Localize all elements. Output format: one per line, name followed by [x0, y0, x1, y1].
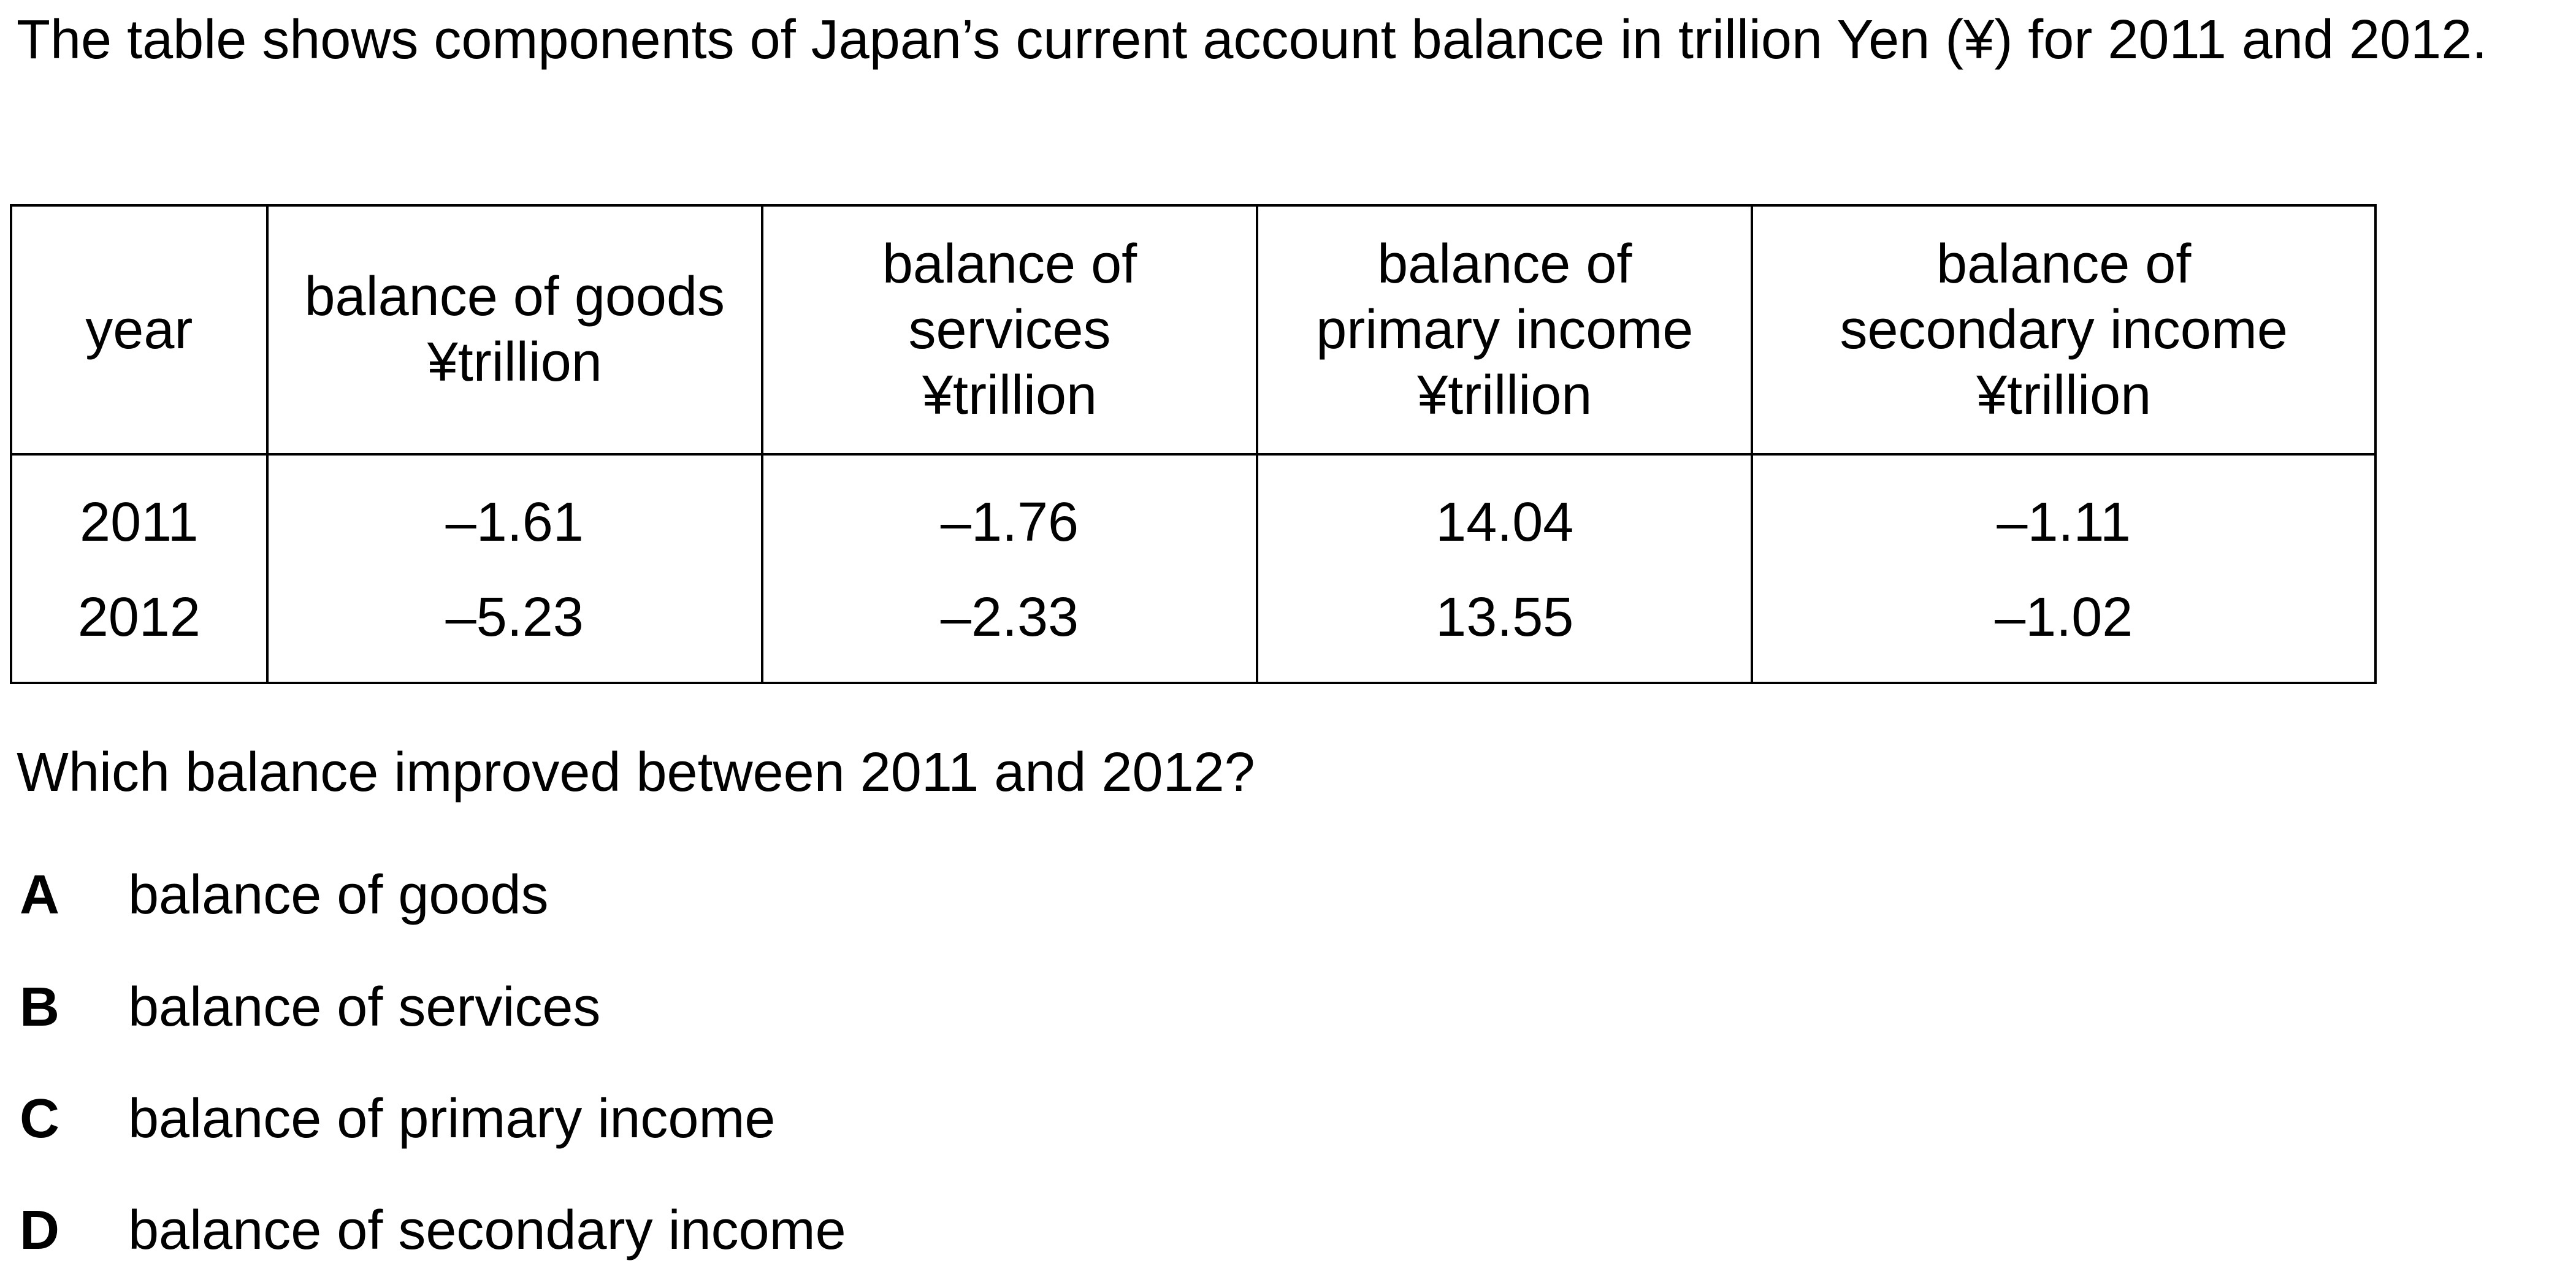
- table-header-row: year balance of goods ¥trillion balance …: [10, 205, 2377, 456]
- cell-services: –2.33: [760, 565, 1259, 683]
- option-text: balance of secondary income: [128, 1200, 846, 1261]
- header-line: balance of: [882, 233, 1137, 295]
- header-line: ¥trillion: [1976, 364, 2152, 426]
- table-row: 2012 –5.23 –2.33 13.55 –1.02: [10, 565, 2377, 683]
- current-account-table: year balance of goods ¥trillion balance …: [10, 204, 2377, 684]
- header-line: ¥trillion: [427, 332, 602, 393]
- intro-text: The table shows components of Japan’s cu…: [17, 9, 2488, 71]
- option-letter: B: [20, 977, 59, 1038]
- option-letter: A: [20, 864, 59, 926]
- header-line: services: [908, 299, 1111, 360]
- header-year: year: [10, 205, 269, 456]
- header-line: primary income: [1316, 299, 1694, 360]
- option-text: balance of primary income: [128, 1088, 776, 1150]
- header-line: ¥trillion: [1417, 364, 1592, 426]
- header-line: secondary income: [1840, 299, 2288, 360]
- header-line: balance of goods: [304, 266, 725, 327]
- header-line: year: [85, 299, 193, 360]
- cell-year: 2011: [10, 454, 269, 565]
- cell-goods: –1.61: [266, 454, 763, 565]
- cell-secondary-income: –1.02: [1751, 565, 2377, 683]
- option-letter: D: [20, 1200, 59, 1261]
- header-line: ¥trillion: [922, 364, 1098, 426]
- question-text: Which balance improved between 2011 and …: [17, 742, 1255, 803]
- cell-services: –1.76: [760, 454, 1259, 565]
- cell-primary-income: 14.04: [1256, 454, 1754, 565]
- header-line: balance of: [1377, 233, 1632, 295]
- cell-year: 2012: [10, 565, 269, 683]
- option-text: balance of services: [128, 977, 601, 1038]
- header-balance-of-secondary-income: balance of secondary income ¥trillion: [1751, 205, 2377, 456]
- header-balance-of-goods: balance of goods ¥trillion: [266, 205, 763, 456]
- cell-goods: –5.23: [266, 565, 763, 683]
- cell-secondary-income: –1.11: [1751, 454, 2377, 565]
- header-balance-of-services: balance of services ¥trillion: [760, 205, 1259, 456]
- cell-primary-income: 13.55: [1256, 565, 1754, 683]
- header-balance-of-primary-income: balance of primary income ¥trillion: [1256, 205, 1754, 456]
- table-row: 2011 –1.61 –1.76 14.04 –1.11: [10, 454, 2377, 565]
- option-letter: C: [20, 1088, 59, 1150]
- option-text: balance of goods: [128, 864, 549, 926]
- header-line: balance of: [1936, 233, 2192, 295]
